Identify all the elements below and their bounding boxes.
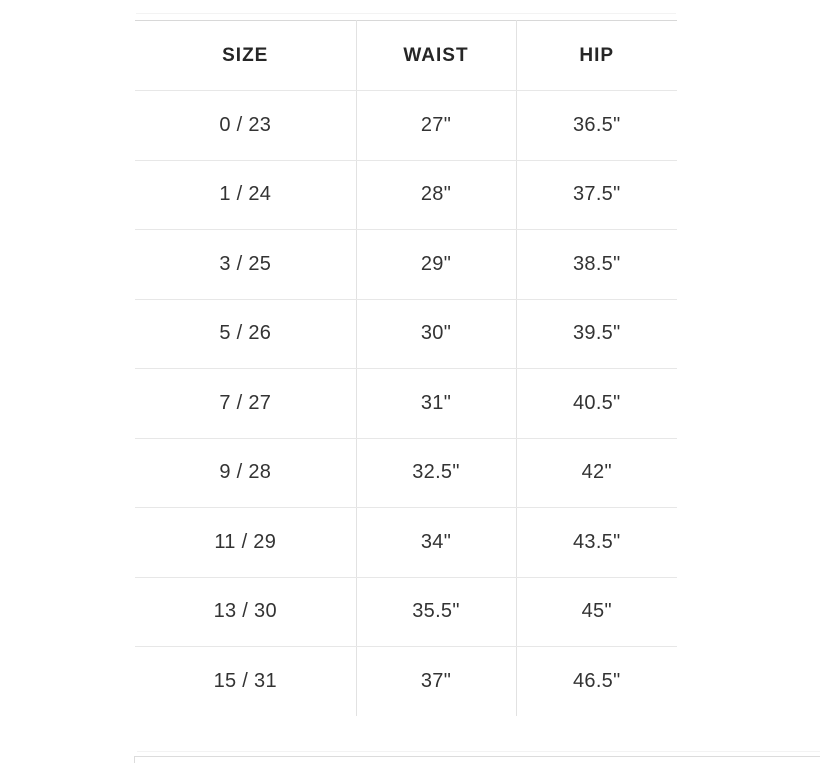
table-row: 15 / 31 37" 46.5": [135, 646, 677, 716]
size-chart-table: SIZE WAIST HIP 0 / 23 27" 36.5" 1 / 24 28" 37…: [135, 20, 677, 716]
table-cell: 31": [356, 368, 517, 439]
table-cell: 35.5": [356, 577, 517, 647]
header-cell-waist: WAIST: [356, 20, 517, 91]
table-cell: 1 / 24: [135, 160, 357, 230]
table-row: 13 / 30 35.5" 45": [135, 577, 677, 647]
table-cell: 39.5": [516, 299, 677, 369]
table-row: 5 / 26 30" 39.5": [135, 299, 677, 369]
table-cell: 11 / 29: [135, 507, 357, 578]
table-row: 0 / 23 27" 36.5": [135, 90, 677, 161]
table-cell: 27": [356, 90, 517, 161]
header-cell-hip: HIP: [516, 20, 677, 91]
table-row: 11 / 29 34" 43.5": [135, 507, 677, 578]
table-cell: 7 / 27: [135, 368, 357, 439]
next-section-partial: [134, 756, 820, 763]
section-divider-top: [136, 13, 676, 14]
table-cell: 42": [516, 438, 677, 508]
header-cell-size: SIZE: [135, 20, 357, 91]
table-row: 7 / 27 31" 40.5": [135, 368, 677, 439]
table-cell: 46.5": [572, 670, 621, 692]
table-cell: 3 / 25: [135, 229, 357, 300]
table-cell: 36.5": [516, 90, 677, 161]
table-cell: 30": [356, 299, 517, 369]
table-row: 1 / 24 28" 37.5": [135, 160, 677, 230]
table-cell: 37": [356, 646, 517, 716]
table-cell: 37.5": [516, 160, 677, 230]
table-cell: 13 / 30: [135, 577, 357, 647]
table-cell: 45": [516, 577, 677, 647]
table-cell: 40.5": [516, 368, 677, 439]
table-row: 9 / 28 32.5" 42": [135, 438, 677, 508]
size-chart-body: 0 / 23 27" 36.5" 1 / 24 28" 37.5" 3 / 25 29" 38.…: [135, 90, 677, 716]
table-cell: 29": [356, 229, 517, 300]
table-cell: 9 / 28: [135, 438, 357, 508]
table-row: 3 / 25 29" 38.5": [135, 229, 677, 300]
table-cell: 5 / 26: [135, 299, 357, 369]
table-header-row: SIZE WAIST HIP: [135, 20, 677, 91]
table-cell: 32.5": [356, 438, 517, 508]
table-cell: 28": [356, 160, 517, 230]
section-divider-bottom: [137, 751, 820, 752]
table-cell: 0 / 23: [135, 90, 357, 161]
table-cell: 34": [356, 507, 517, 578]
table-cell: 43.5": [516, 507, 677, 578]
size-chart: SIZE WAIST HIP 0 / 23 27" 36.5" 1 / 24 28" 37…: [135, 20, 677, 716]
table-cell: 15 / 31: [135, 646, 357, 716]
table-cell: 38.5": [516, 229, 677, 300]
